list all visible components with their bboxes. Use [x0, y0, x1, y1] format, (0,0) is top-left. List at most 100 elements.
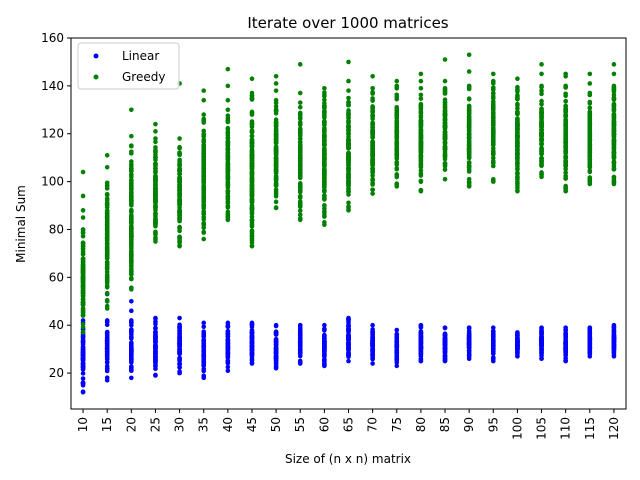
data-point — [418, 178, 424, 184]
data-point — [249, 112, 255, 117]
data-point — [153, 181, 158, 187]
data-point — [153, 332, 158, 337]
data-point — [539, 71, 544, 77]
data-point — [515, 140, 520, 146]
data-point — [273, 355, 279, 360]
data-point — [153, 139, 158, 145]
data-point — [297, 142, 303, 148]
data-point — [201, 359, 207, 364]
data-point — [225, 83, 231, 89]
data-point — [346, 78, 351, 84]
data-point — [104, 297, 110, 303]
data-point — [539, 336, 544, 342]
data-point — [297, 119, 303, 125]
data-point — [80, 299, 86, 305]
data-point — [201, 202, 207, 208]
data-point — [153, 372, 158, 378]
data-point — [466, 96, 472, 102]
data-point — [394, 332, 400, 337]
data-point — [322, 112, 327, 117]
y-axis-label: Minimal Sum — [14, 185, 28, 263]
data-point — [129, 189, 134, 195]
data-point — [225, 127, 231, 132]
data-point — [177, 157, 182, 163]
data-point — [418, 149, 424, 155]
data-point — [177, 215, 182, 220]
data-point — [539, 137, 544, 143]
data-point — [370, 98, 375, 103]
data-point — [418, 120, 424, 126]
data-point — [297, 168, 303, 173]
data-point — [225, 368, 231, 374]
data-point — [201, 333, 207, 339]
data-point — [80, 329, 86, 335]
data-point — [611, 122, 617, 128]
data-point — [201, 154, 207, 160]
data-point — [370, 348, 375, 354]
data-point — [346, 170, 351, 176]
data-point — [346, 88, 351, 93]
data-point — [129, 245, 134, 251]
data-point — [563, 154, 568, 159]
data-point — [539, 151, 544, 157]
data-point — [466, 183, 472, 189]
data-point — [611, 326, 617, 331]
data-point — [249, 179, 255, 185]
data-point — [129, 298, 134, 304]
data-point — [611, 96, 617, 101]
data-point — [515, 94, 520, 99]
data-point — [129, 341, 134, 346]
data-point — [129, 214, 134, 220]
data-point — [177, 197, 182, 203]
data-point — [346, 323, 351, 329]
data-point — [322, 339, 327, 345]
data-point — [611, 342, 617, 348]
data-point — [346, 145, 351, 150]
data-point — [442, 123, 448, 128]
data-point — [418, 132, 424, 138]
data-point — [153, 204, 158, 209]
data-point — [129, 181, 134, 186]
x-tick-label: 80 — [414, 417, 428, 432]
data-point — [153, 349, 158, 355]
data-point — [539, 141, 544, 147]
x-tick-label: 45 — [245, 417, 259, 432]
data-point — [177, 136, 182, 141]
data-point — [297, 332, 303, 337]
data-point — [346, 179, 351, 184]
data-point — [249, 148, 255, 154]
data-point — [104, 246, 110, 251]
data-point — [539, 132, 544, 137]
data-point — [539, 123, 544, 129]
data-point — [201, 214, 207, 220]
data-point — [80, 243, 86, 249]
data-point — [394, 341, 400, 347]
data-point — [370, 342, 375, 348]
data-point — [201, 352, 207, 357]
data-point — [442, 91, 448, 96]
data-point — [394, 350, 400, 355]
data-point — [466, 155, 472, 161]
data-point — [273, 81, 279, 86]
data-point — [539, 325, 544, 331]
data-point — [563, 332, 568, 337]
data-point — [322, 363, 327, 368]
data-point — [394, 115, 400, 121]
data-point — [322, 128, 327, 134]
data-point — [322, 135, 327, 140]
data-point — [153, 161, 158, 166]
data-point — [104, 347, 110, 353]
data-point — [249, 169, 255, 174]
data-point — [80, 312, 86, 317]
data-point — [418, 105, 424, 110]
data-point — [611, 160, 617, 166]
data-point — [273, 338, 279, 344]
data-point — [442, 345, 448, 351]
data-point — [515, 155, 520, 160]
data-point — [273, 189, 279, 195]
x-axis-label: Size of (n x n) matrix — [285, 452, 411, 466]
data-point — [587, 144, 593, 150]
data-point — [515, 167, 520, 172]
data-point — [249, 360, 255, 365]
data-point — [490, 85, 496, 91]
